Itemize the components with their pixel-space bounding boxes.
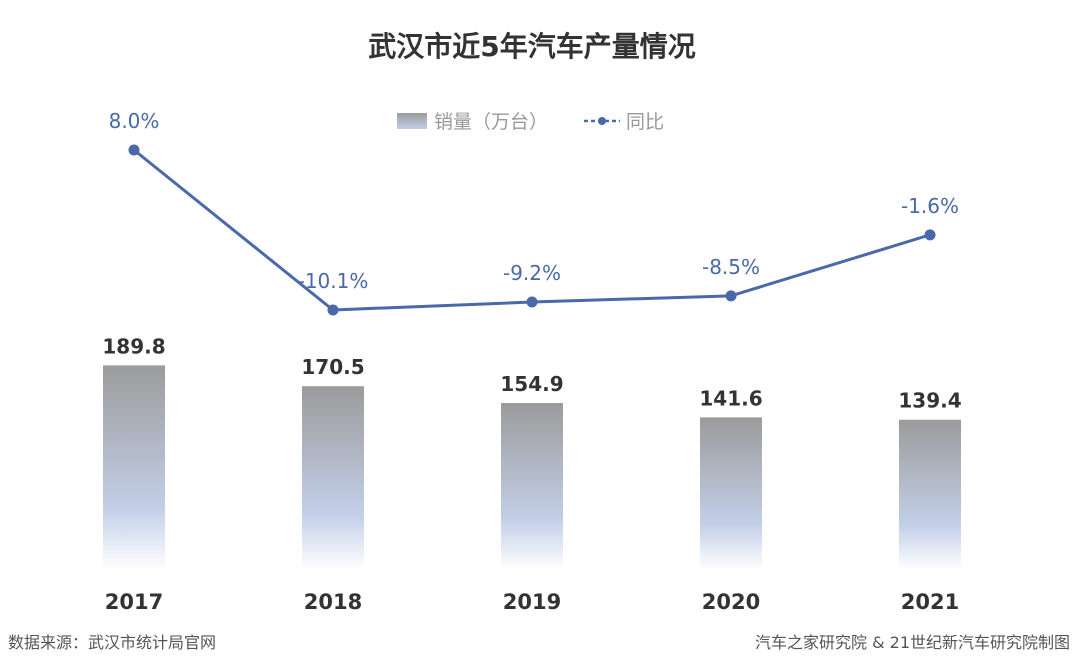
x-tick-2021: 2021 — [901, 590, 959, 614]
yoy-label-2020: -8.5% — [702, 255, 760, 279]
x-tick-2020: 2020 — [702, 590, 760, 614]
bar-label-2020: 141.6 — [699, 386, 762, 410]
bar-label-2019: 154.9 — [500, 372, 563, 396]
yoy-point-2020 — [725, 290, 737, 302]
yoy-point-2017 — [128, 144, 140, 156]
legend: 销量（万台） 同比 — [397, 111, 664, 133]
yoy-label-2018: -10.1% — [298, 269, 369, 293]
x-tick-2017: 2017 — [105, 590, 163, 614]
yoy-point-2021 — [924, 229, 936, 241]
legend-line-label: 同比 — [626, 111, 664, 133]
bar-2017 — [103, 365, 165, 570]
x-axis: 2017 2018 2019 2020 2021 — [105, 590, 959, 614]
yoy-point-2018 — [327, 304, 339, 316]
x-tick-2019: 2019 — [503, 590, 561, 614]
bar-label-2017: 189.8 — [102, 334, 165, 358]
bar-series: 189.8 170.5 154.9 141.6 139.4 — [102, 334, 962, 570]
source-note: 数据来源：武汉市统计局官网 — [8, 633, 217, 652]
bar-2021 — [899, 419, 961, 570]
bar-label-2018: 170.5 — [301, 355, 364, 379]
legend-line-marker — [598, 117, 606, 125]
yoy-label-2017: 8.0% — [109, 109, 160, 133]
yoy-line — [133, 148, 931, 312]
yoy-label-2021: -1.6% — [901, 194, 959, 218]
bar-2019 — [501, 403, 563, 570]
credit-note: 汽车之家研究院 & 21世纪新汽车研究院制图 — [754, 633, 1070, 652]
legend-bar-label: 销量（万台） — [434, 111, 548, 133]
bar-label-2021: 139.4 — [898, 389, 961, 413]
bar-2018 — [302, 386, 364, 570]
yoy-label-2019: -9.2% — [503, 261, 561, 285]
bar-2020 — [700, 417, 762, 570]
legend-bar-swatch — [397, 113, 427, 129]
line-series: 8.0% -10.1% -9.2% -8.5% -1.6% — [109, 109, 959, 316]
x-tick-2018: 2018 — [304, 590, 362, 614]
yoy-point-2019 — [526, 296, 538, 308]
chart-title: 武汉市近5年汽车产量情况 — [368, 30, 695, 63]
